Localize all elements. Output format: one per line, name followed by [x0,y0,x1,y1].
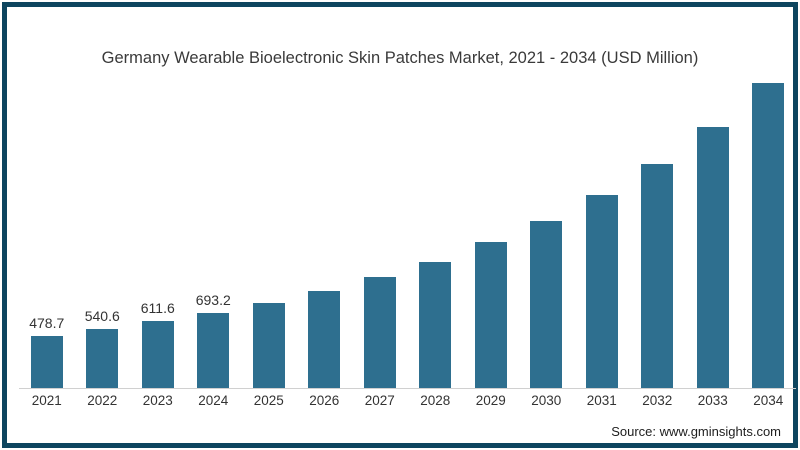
bar-2026 [308,291,341,388]
bar-cell-2032 [630,58,686,388]
chart-title: Germany Wearable Bioelectronic Skin Patc… [101,49,699,67]
bar-2022 [86,329,119,388]
x-tick-2031: 2031 [586,393,617,408]
bar-cell-2031 [574,58,630,388]
chart-canvas: Germany Wearable Bioelectronic Skin Patc… [7,7,796,443]
bar-2033 [696,127,729,388]
bar-cell-2030 [519,58,575,388]
bar-cell-2024: 693.2 [186,58,242,388]
bar-cell-2029 [463,58,519,388]
bar-2025 [252,303,285,388]
value-label-2021: 478.7 [29,314,65,331]
bar-2027 [363,277,396,388]
x-tick-2022: 2022 [87,393,118,408]
bar-2032 [641,164,674,388]
x-tick-2027: 2027 [364,393,395,408]
bar-2034 [752,82,785,388]
bar-2023 [141,321,174,388]
x-tick-2024: 2024 [198,393,229,408]
bar-cell-2034 [741,58,797,388]
x-tick-2032: 2032 [642,393,673,408]
bar-cell-2023: 611.6 [130,58,186,388]
bar-2024 [197,312,230,388]
bar-cell-2021: 478.7 [19,58,75,388]
bar-2031 [585,194,618,388]
x-tick-2023: 2023 [142,393,173,408]
bar-cell-2028 [408,58,464,388]
bar-plot-area: 478.7 540.6 611.6 693.2 [19,58,796,389]
bar-cell-2025 [241,58,297,388]
x-tick-2026: 2026 [309,393,340,408]
bar-cell-2027 [352,58,408,388]
x-tick-2034: 2034 [753,393,784,408]
bar-2021 [30,335,63,388]
bar-2029 [474,242,507,388]
bar-cell-2026 [297,58,353,388]
bar-2030 [530,220,563,388]
value-label-2023: 611.6 [140,300,175,317]
x-tick-2028: 2028 [420,393,451,408]
x-tick-2030: 2030 [531,393,562,408]
x-tick-2021: 2021 [31,393,62,408]
x-tick-2033: 2033 [697,393,728,408]
bar-cell-2033 [685,58,741,388]
x-axis-labels: 2021 2022 2023 2024 2025 2026 2027 2028 2029 2030… [19,393,796,408]
x-tick-2025: 2025 [253,393,284,408]
x-tick-2029: 2029 [475,393,506,408]
bar-2028 [419,261,452,388]
bar-cell-2022: 540.6 [75,58,131,388]
value-label-2022: 540.6 [84,308,120,325]
value-label-2024: 693.2 [195,291,231,308]
source-attribution: Source: www.gminsights.com [611,424,781,439]
